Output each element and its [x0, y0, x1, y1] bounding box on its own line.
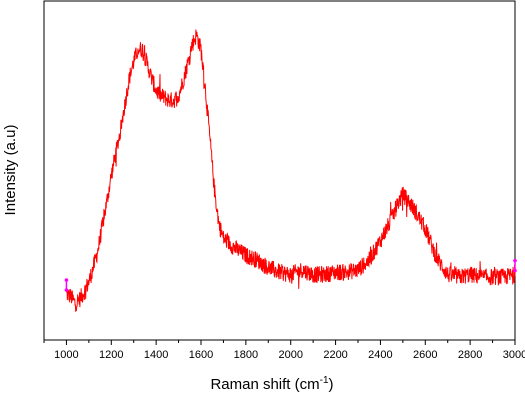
x-tick-label-3000: 3000: [503, 349, 525, 361]
x-axis-title-main: Raman shift (cm: [210, 376, 319, 393]
endpoint-marker-dot: [64, 278, 69, 282]
endpoint-markers: [64, 258, 517, 292]
x-axis-title: Raman shift (cm-1): [210, 375, 333, 393]
endpoint-marker-dot: [513, 268, 517, 273]
x-tick-label-1800: 1800: [234, 349, 258, 361]
endpoint-marker-dot: [64, 288, 69, 292]
endpoint-marker-dot: [513, 258, 517, 263]
x-tick-label-1400: 1400: [144, 349, 168, 361]
x-tick-label-2000: 2000: [278, 349, 302, 361]
x-axis-tick-labels: 1000 1200 1400 1600 1800 2000 2200 2400 2600 2800…: [54, 349, 525, 361]
x-tick-label-2400: 2400: [368, 349, 392, 361]
x-axis-title-suffix: ): [329, 376, 334, 393]
x-tick-label-2600: 2600: [413, 349, 437, 361]
x-tick-label-1000: 1000: [54, 349, 78, 361]
x-tick-label-2800: 2800: [458, 349, 482, 361]
spectrum-line: [65, 29, 516, 312]
x-axis-ticks: [43, 340, 516, 345]
x-tick-label-1200: 1200: [99, 349, 123, 361]
plot-frame: [43, 0, 516, 341]
x-axis-title-superscript: -1: [320, 375, 329, 386]
x-tick-label-2200: 2200: [323, 349, 347, 361]
x-tick-label-1600: 1600: [189, 349, 213, 361]
y-axis-title: Intensity (a.u): [2, 125, 19, 216]
